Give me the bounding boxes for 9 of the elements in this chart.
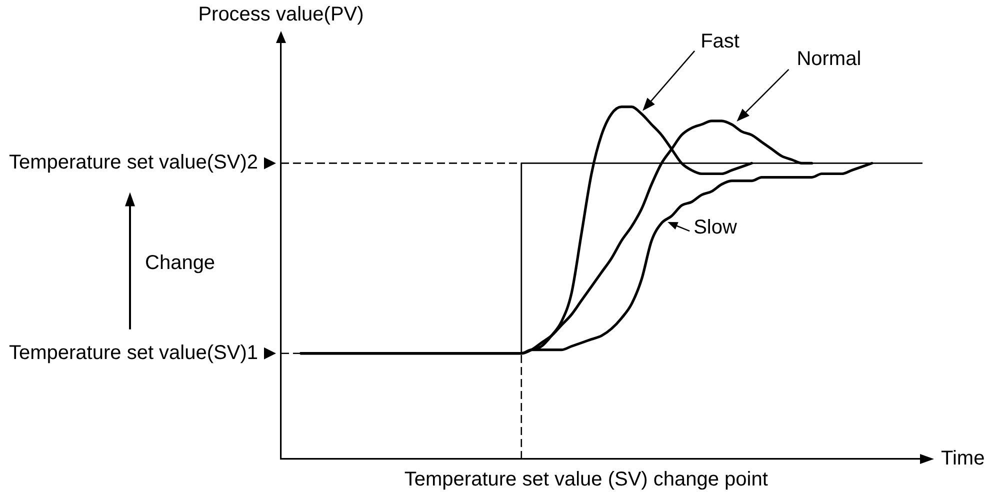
y-axis-title: Process value(PV) bbox=[198, 4, 364, 26]
text: Normal bbox=[796, 48, 862, 70]
text: Temperature set value (SV) change point bbox=[404, 468, 768, 491]
text: Change bbox=[145, 252, 216, 274]
text: Fast bbox=[700, 30, 740, 52]
series-label: Slow bbox=[694, 216, 738, 239]
x-axis-title: Time bbox=[941, 448, 985, 470]
ref-line-label: Temperature set value(SV)2 bbox=[8, 152, 258, 174]
ref-line-label: Temperature set value(SV)1 bbox=[8, 342, 258, 364]
